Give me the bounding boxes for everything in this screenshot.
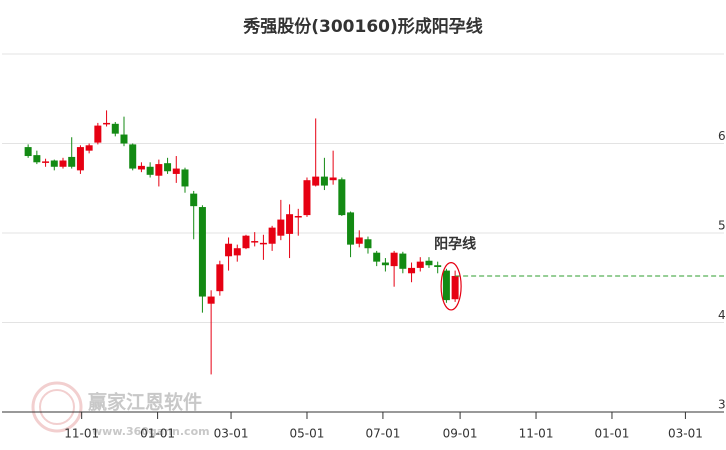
candle-body <box>225 243 233 257</box>
x-tick-label: 01-01 <box>140 427 175 441</box>
candle-body <box>242 235 250 249</box>
candle-body <box>190 193 198 207</box>
candle-body <box>68 156 76 167</box>
candle-body <box>94 125 102 143</box>
candle-body <box>303 180 311 216</box>
candle-body <box>259 242 267 245</box>
candle-body <box>146 166 154 175</box>
y-tick-label: 5 <box>718 219 726 233</box>
candle-body <box>33 155 41 163</box>
candle-body <box>294 215 302 218</box>
candle-body <box>155 164 163 176</box>
candle-body <box>111 123 119 134</box>
candle-body <box>207 296 215 304</box>
highlight-ellipse <box>440 261 462 311</box>
candle-body <box>85 145 93 151</box>
candle-body <box>408 267 416 274</box>
candle-body <box>76 147 84 171</box>
candle-body <box>216 264 224 292</box>
x-tick-label: 05-01 <box>290 427 325 441</box>
candle-body <box>233 248 241 256</box>
x-tick-label: 11-01 <box>519 427 554 441</box>
candle-body <box>434 265 442 268</box>
annotation: 阳孕线 <box>434 236 476 253</box>
candle-body <box>399 253 407 269</box>
candle-body <box>172 168 180 174</box>
candle-body <box>320 176 328 186</box>
candle-body <box>24 147 32 157</box>
candle-body <box>381 262 389 266</box>
candle-body <box>416 261 424 268</box>
candle-body <box>198 207 206 297</box>
candle-body <box>451 275 459 300</box>
candle-body <box>329 177 337 181</box>
y-tick-label: 6 <box>718 129 726 143</box>
candle-body <box>120 134 128 144</box>
candle-body <box>286 214 294 234</box>
candle-body <box>50 160 58 167</box>
candle-body <box>277 219 285 236</box>
candle-body <box>137 165 145 170</box>
candle-body <box>103 122 111 125</box>
x-tick-label: 09-01 <box>443 427 478 441</box>
x-tick-label: 01-01 <box>595 427 630 441</box>
x-tick-label: 07-01 <box>365 427 400 441</box>
candle-body <box>338 179 346 216</box>
x-tick-label: 03-01 <box>668 427 703 441</box>
candle-body <box>129 144 137 169</box>
watermark-url: www.360gann.com <box>92 425 210 438</box>
y-tick-label: 3 <box>718 398 726 412</box>
candle-body <box>425 260 433 266</box>
candle-body <box>268 227 276 244</box>
candle-body <box>390 252 398 267</box>
x-tick-label: 03-01 <box>214 427 249 441</box>
candle-body <box>355 237 363 244</box>
candle-body <box>442 270 450 301</box>
candle-body <box>164 163 172 172</box>
candle-body <box>364 239 372 249</box>
candle-body <box>42 161 50 163</box>
candle-body <box>181 169 189 187</box>
candle-body <box>312 176 320 186</box>
candle-body <box>251 241 259 243</box>
candle-body <box>347 212 355 245</box>
candle-body <box>59 160 67 167</box>
watermark-logo <box>31 381 83 433</box>
watermark-text: 赢家江恩软件 <box>88 391 202 414</box>
x-tick-label: 11-01 <box>64 427 99 441</box>
y-tick-label: 4 <box>718 308 726 322</box>
chart-title: 秀强股份(300160)形成阳孕线 <box>242 16 483 37</box>
candle-body <box>373 252 381 262</box>
